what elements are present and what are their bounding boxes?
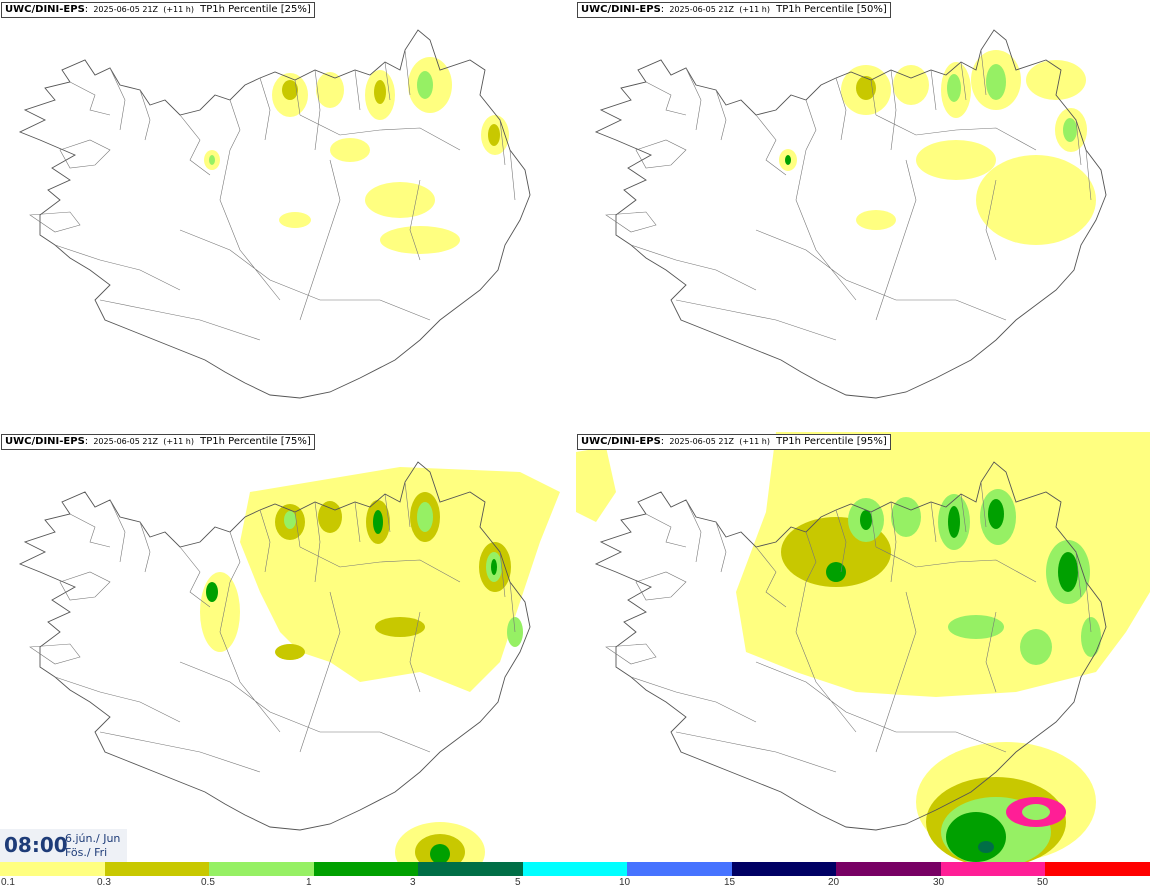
- map-panel-p25: UWC/DINI-EPS: 2025-06-05 21Z (+11 h) TP1…: [0, 0, 574, 430]
- map-canvas: [595, 29, 1107, 399]
- colorbar-swatch: [313, 862, 419, 876]
- colorbar-swatch: [731, 862, 837, 876]
- map-panel-p95: UWC/DINI-EPS: 2025-06-05 21Z (+11 h) TP1…: [576, 432, 1150, 862]
- colorbar-swatch: [522, 862, 628, 876]
- panel-title: UWC/DINI-EPS: 2025-06-05 21Z (+11 h) TP1…: [1, 2, 315, 18]
- valid-time: 08:00: [4, 833, 68, 857]
- panel-title: UWC/DINI-EPS: 2025-06-05 21Z (+11 h) TP1…: [1, 434, 315, 450]
- field-name: TP1h Percentile [95%]: [776, 436, 887, 447]
- colorbar-labels: 0.1 0.3 0.5 1 3 5 10 15 20 30 50: [0, 877, 1150, 891]
- precip-field: [204, 57, 509, 254]
- panel-title: UWC/DINI-EPS: 2025-06-05 21Z (+11 h) TP1…: [577, 2, 891, 18]
- colorbar-swatch: [0, 862, 105, 876]
- run-time: 2025-06-05 21Z: [669, 5, 735, 14]
- colorbar-swatch: [1045, 862, 1150, 876]
- colorbar-label: 5: [515, 877, 521, 888]
- lead-time: (+11 h): [163, 437, 194, 446]
- model-name: UWC/DINI-EPS: [581, 436, 661, 447]
- lead-time: (+11 h): [739, 437, 770, 446]
- map-canvas: [19, 461, 560, 862]
- field-name: TP1h Percentile [75%]: [200, 436, 311, 447]
- valid-weekday: Fös./ Fri: [65, 846, 108, 859]
- colorbar-label: 50: [1037, 877, 1049, 888]
- field-name: TP1h Percentile [50%]: [776, 4, 887, 15]
- colorbar-label: 0.1: [1, 877, 15, 888]
- colorbar-label: 10: [619, 877, 631, 888]
- field-name: TP1h Percentile [25%]: [200, 4, 311, 15]
- colorbar-swatch: [418, 862, 523, 876]
- model-name: UWC/DINI-EPS: [5, 436, 85, 447]
- lead-time: (+11 h): [163, 5, 194, 14]
- colorbar-swatch: [104, 862, 210, 876]
- colorbar-swatch: [209, 862, 314, 876]
- map-canvas: [576, 432, 1150, 862]
- valid-date: 6.jún./ Jun: [65, 832, 121, 845]
- precip-colorbar: [0, 862, 1150, 876]
- map-canvas: [19, 29, 531, 399]
- colorbar-swatch: [836, 862, 941, 876]
- panel-title: UWC/DINI-EPS: 2025-06-05 21Z (+11 h) TP1…: [577, 434, 891, 450]
- run-time: 2025-06-05 21Z: [93, 5, 159, 14]
- run-time: 2025-06-05 21Z: [93, 437, 159, 446]
- run-time: 2025-06-05 21Z: [669, 437, 735, 446]
- model-name: UWC/DINI-EPS: [581, 4, 661, 15]
- colorbar-label: 3: [410, 877, 416, 888]
- model-name: UWC/DINI-EPS: [5, 4, 85, 15]
- map-panel-p50: UWC/DINI-EPS: 2025-06-05 21Z (+11 h) TP1…: [576, 0, 1150, 430]
- valid-time-box: 08:00 6.jún./ Jun Fös./ Fri: [0, 829, 127, 862]
- colorbar-swatch: [627, 862, 732, 876]
- colorbar-label: 1: [306, 877, 312, 888]
- colorbar-label: 20: [828, 877, 840, 888]
- lead-time: (+11 h): [739, 5, 770, 14]
- panel-divider-horizontal: [0, 430, 1150, 432]
- map-panel-p75: UWC/DINI-EPS: 2025-06-05 21Z (+11 h) TP1…: [0, 432, 574, 862]
- precip-field: [779, 50, 1096, 245]
- colorbar-swatch: [940, 862, 1046, 876]
- precip-field: [200, 467, 560, 862]
- precip-field: [576, 432, 1150, 862]
- colorbar-label: 0.5: [201, 877, 215, 888]
- colorbar-label: 0.3: [97, 877, 111, 888]
- colorbar-label: 30: [933, 877, 945, 888]
- colorbar-label: 15: [724, 877, 736, 888]
